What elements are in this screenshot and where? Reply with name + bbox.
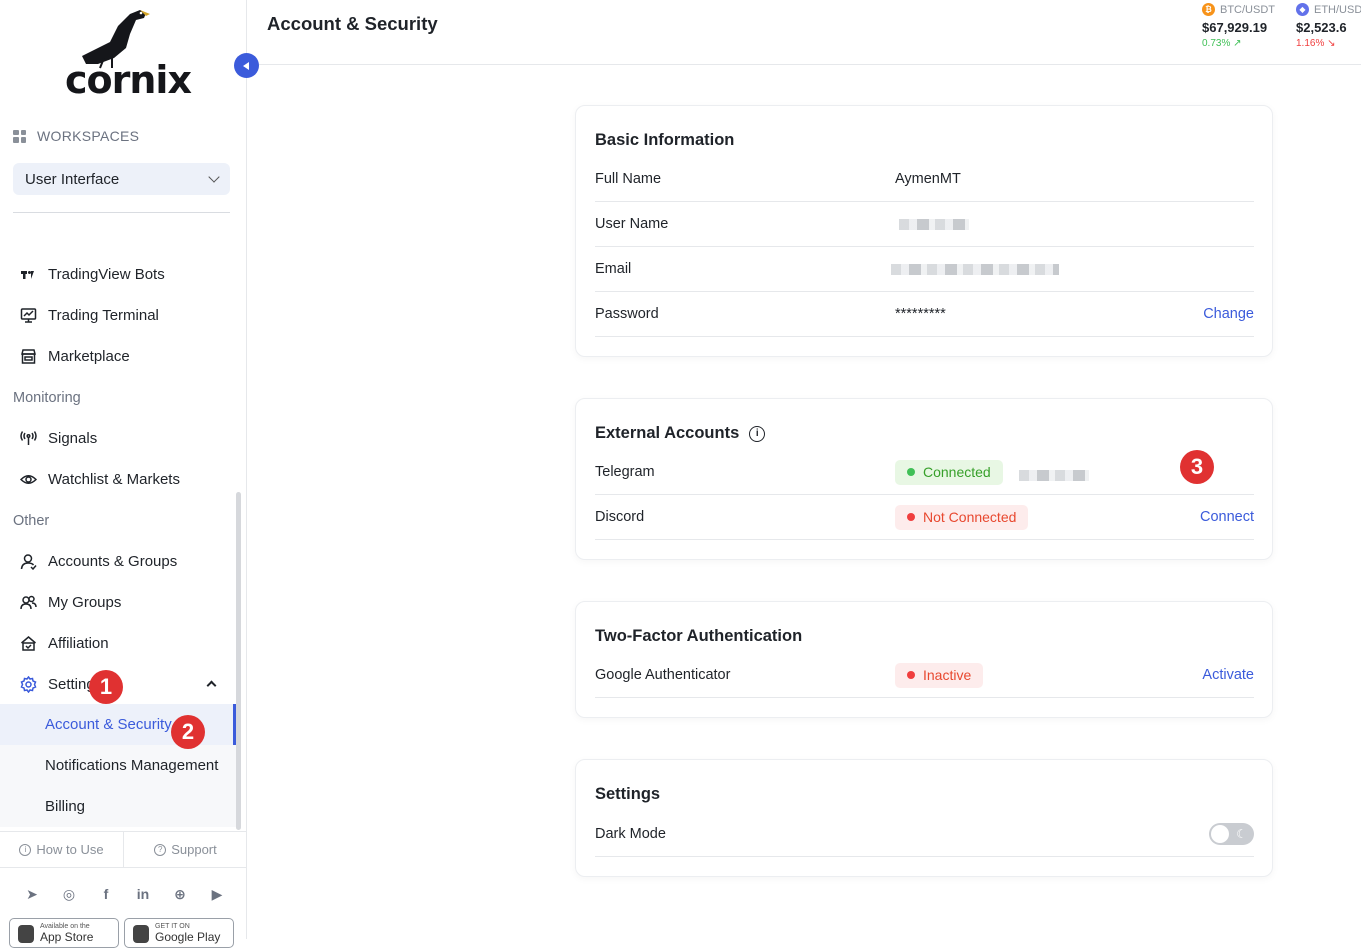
redacted-username xyxy=(899,218,969,230)
redacted-telegram-handle xyxy=(1018,469,1089,481)
card-title: Two-Factor Authentication xyxy=(595,627,803,645)
page-title: Account & Security xyxy=(267,13,438,34)
facebook-icon[interactable]: f xyxy=(103,886,109,902)
workspace-select[interactable]: User Interface xyxy=(13,163,230,195)
status-dot xyxy=(907,671,915,679)
sidebar-item-marketplace[interactable]: Marketplace xyxy=(20,345,130,367)
moon-icon: ☾ xyxy=(1236,827,1247,841)
sidebar-item-my-groups[interactable]: My Groups xyxy=(20,591,121,613)
sidebar-item-affiliation[interactable]: Affiliation xyxy=(20,632,109,654)
sidebar-item-accounts-groups[interactable]: Accounts & Groups xyxy=(20,550,177,572)
sidebar-item-trading-terminal[interactable]: Trading Terminal xyxy=(20,304,159,326)
sidebar-subitem-notifications[interactable]: Notifications Management xyxy=(0,745,236,786)
status-dot xyxy=(907,468,915,476)
card-title: Settings xyxy=(595,785,661,803)
divider xyxy=(13,212,230,213)
apple-icon xyxy=(18,925,34,943)
tradingview-icon xyxy=(21,270,34,279)
app-store-button[interactable]: Available on the App Store xyxy=(9,918,119,948)
globe-icon[interactable]: ⊕ xyxy=(174,885,186,902)
users-icon xyxy=(20,595,37,609)
social-links: ➤ ◎ f in ⊕ ▶ xyxy=(22,884,227,904)
eye-icon xyxy=(20,474,37,484)
info-icon[interactable]: i xyxy=(749,425,766,442)
workspace-selected-value: User Interface xyxy=(25,170,120,188)
linkedin-icon[interactable]: in xyxy=(136,886,150,902)
other-section-label: Other xyxy=(13,513,50,529)
external-accounts-card: External Accounts i Telegram Connected D… xyxy=(575,398,1273,560)
sidebar-item-watchlist-markets[interactable]: Watchlist & Markets xyxy=(20,468,180,490)
chevron-down-icon xyxy=(208,170,220,183)
store-icon xyxy=(21,348,36,364)
question-icon: ? xyxy=(154,843,167,856)
password-row: Password ********* Change xyxy=(595,292,1254,337)
google-play-button[interactable]: GET IT ON Google Play xyxy=(124,918,234,948)
sidebar-item-tradingview-bots[interactable]: TradingView Bots xyxy=(20,263,165,285)
user-icon xyxy=(20,553,37,570)
telegram-icon[interactable]: ➤ xyxy=(26,885,38,902)
full-name-row: Full Name AymenMT xyxy=(595,157,1254,202)
gear-icon xyxy=(20,675,37,693)
two-factor-card: Two-Factor Authentication Google Authent… xyxy=(575,601,1273,718)
how-to-use-link[interactable]: i How to Use xyxy=(0,832,124,867)
crow-logo-icon xyxy=(82,10,150,69)
chevron-up-icon[interactable] xyxy=(206,680,217,691)
redacted-email xyxy=(891,263,1059,275)
sidebar: cornix WORKSPACES User Interface Trading… xyxy=(0,0,259,948)
info-icon: i xyxy=(19,843,32,856)
basic-information-card: Basic Information Full Name AymenMT User… xyxy=(575,105,1273,357)
sidebar-item-signals[interactable]: Signals xyxy=(20,427,97,449)
monitoring-section-label: Monitoring xyxy=(13,390,81,406)
settings-card: Settings Dark Mode ☾ xyxy=(575,759,1273,877)
ticker-eth[interactable]: ◆ ETH/USD $2,523.6 1.16% ↘ xyxy=(1296,3,1361,49)
dark-mode-row: Dark Mode ☾ xyxy=(595,812,1254,857)
antenna-icon xyxy=(20,430,37,445)
top-header: Account & Security ₿ BTC/USDT $67,929.19 … xyxy=(247,0,1361,65)
activate-2fa-link[interactable]: Activate xyxy=(1202,667,1254,683)
step-marker-1: 1 xyxy=(89,670,123,704)
status-badge: Inactive xyxy=(895,662,984,688)
chart-monitor-icon xyxy=(20,307,37,323)
email-row: Email xyxy=(595,247,1254,292)
step-marker-2: 2 xyxy=(171,715,205,749)
dark-mode-toggle[interactable]: ☾ xyxy=(1209,823,1254,845)
card-title: Basic Information xyxy=(595,131,735,149)
bitcoin-icon: ₿ xyxy=(1202,3,1215,16)
ethereum-icon: ◆ xyxy=(1296,3,1309,16)
support-link[interactable]: ? Support xyxy=(124,832,247,867)
change-password-link[interactable]: Change xyxy=(1203,306,1254,322)
sidebar-scrollbar[interactable] xyxy=(236,492,241,830)
password-value: ********* xyxy=(895,306,946,322)
play-icon xyxy=(133,925,149,943)
workspaces-label: WORKSPACES xyxy=(13,128,139,144)
status-badge: Connected xyxy=(895,459,1003,485)
card-title: External Accounts i xyxy=(595,424,766,443)
brand-name: cornix xyxy=(65,58,192,102)
discord-row: Discord Not Connected Connect xyxy=(595,495,1254,540)
sidebar-item-settings[interactable]: Settings xyxy=(20,673,102,695)
username-row: User Name xyxy=(595,202,1254,247)
status-dot xyxy=(907,513,915,521)
collapse-sidebar-button[interactable] xyxy=(234,53,259,78)
instagram-icon[interactable]: ◎ xyxy=(62,885,76,902)
handshake-icon xyxy=(21,635,36,651)
youtube-icon[interactable]: ▶ xyxy=(211,885,223,902)
ticker-btc[interactable]: ₿ BTC/USDT $67,929.19 0.73% ↗ xyxy=(1202,3,1275,49)
full-name-value: AymenMT xyxy=(895,171,961,187)
telegram-row: Telegram Connected xyxy=(595,450,1254,495)
step-marker-3: 3 xyxy=(1180,450,1214,484)
google-authenticator-row: Google Authenticator Inactive Activate xyxy=(595,653,1254,698)
sidebar-subitem-billing[interactable]: Billing xyxy=(0,786,236,827)
connect-discord-link[interactable]: Connect xyxy=(1199,509,1254,525)
status-badge: Not Connected xyxy=(895,504,1029,530)
grid-icon xyxy=(13,129,26,143)
help-links: i How to Use ? Support xyxy=(0,831,247,868)
